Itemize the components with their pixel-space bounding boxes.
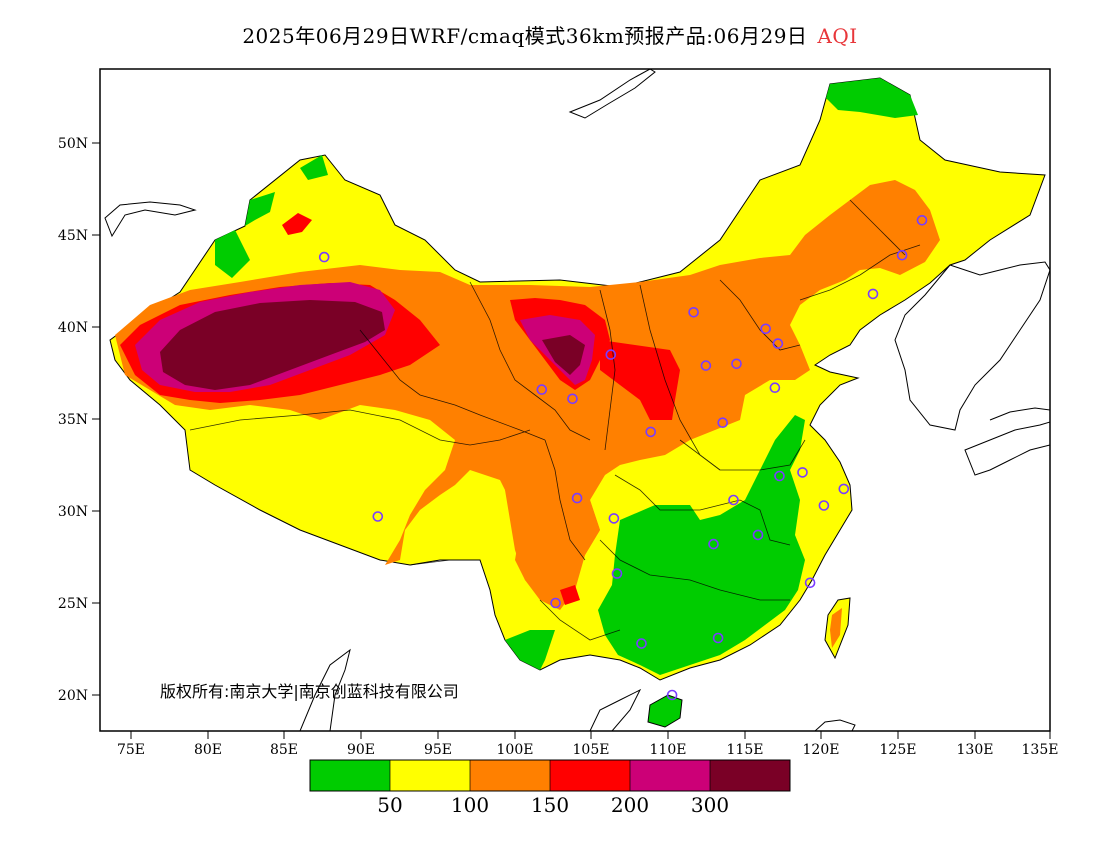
- city-marker: [700, 360, 712, 371]
- colorbar-swatch: [550, 760, 630, 791]
- lat-tick-label: 50N: [58, 136, 88, 152]
- foreign-coastlines: [104, 69, 1050, 731]
- city-marker: [567, 393, 578, 405]
- colorbar-swatch: [390, 760, 470, 791]
- colorbar-swatch: [310, 760, 390, 791]
- lon-tick-label: 130E: [957, 742, 994, 758]
- city-markers: [318, 215, 928, 701]
- map-frame: [99, 68, 1051, 732]
- aqi-field: [104, 69, 1050, 731]
- colorbar-label: 100: [451, 793, 489, 817]
- city-marker: [636, 638, 647, 649]
- title-main: 2025年06月29日WRF/cmaq模式36km预报产品:06月29日: [242, 24, 808, 48]
- lon-tick-label: 90E: [347, 742, 375, 758]
- city-marker: [688, 306, 699, 318]
- island-hainan: [647, 694, 683, 728]
- city-marker: [717, 417, 729, 429]
- lon-tick-label: 100E: [497, 742, 534, 758]
- aqi-zone-over-300: [160, 300, 585, 390]
- city-marker: [536, 384, 548, 395]
- lon-tick-label: 105E: [573, 742, 610, 758]
- city-marker: [708, 538, 719, 550]
- colorbar-swatch: [630, 760, 710, 791]
- lon-tick-label: 95E: [424, 742, 452, 758]
- city-marker: [728, 494, 739, 506]
- city-marker: [611, 568, 623, 579]
- title-variable: AQI: [817, 24, 858, 48]
- city-marker: [896, 249, 908, 261]
- lon-tick-label: 115E: [727, 742, 764, 758]
- lat-tick-label: 40N: [58, 320, 88, 336]
- lon-tick-label: 135E: [1022, 742, 1059, 758]
- city-marker: [372, 511, 384, 522]
- lon-tick-label: 75E: [117, 742, 145, 758]
- city-marker: [571, 492, 583, 504]
- lon-tick-label: 80E: [194, 742, 222, 758]
- lon-tick-label: 110E: [650, 742, 687, 758]
- city-marker: [318, 251, 330, 263]
- city-marker: [752, 529, 764, 541]
- city-marker: [731, 358, 742, 370]
- lat-tick-label: 45N: [58, 228, 88, 244]
- copyright-text: 版权所有:南京大学|南京创蓝科技有限公司: [160, 682, 459, 701]
- city-marker: [772, 338, 784, 349]
- lon-tick-label: 125E: [880, 742, 917, 758]
- city-marker: [712, 632, 724, 644]
- colorbar-label: 150: [531, 793, 569, 817]
- city-marker: [666, 689, 678, 701]
- city-marker: [550, 597, 561, 609]
- colorbar-label: 200: [611, 793, 649, 817]
- city-marker: [916, 215, 928, 226]
- colorbar-label: 300: [691, 793, 729, 817]
- city-marker: [760, 323, 772, 335]
- lon-tick-label: 85E: [270, 742, 298, 758]
- colorbar: 50 100 150 200 300: [309, 759, 791, 817]
- map-title: 2025年06月29日WRF/cmaq模式36km预报产品:06月29日 AQI: [0, 20, 1100, 49]
- colorbar-swatch: [710, 760, 790, 791]
- city-marker: [774, 470, 785, 482]
- city-marker: [797, 467, 808, 478]
- lon-tick-label: 120E: [803, 742, 840, 758]
- city-marker: [769, 382, 781, 394]
- city-marker: [608, 513, 620, 524]
- city-marker: [867, 288, 879, 300]
- lat-tick-label: 30N: [58, 504, 88, 520]
- city-marker: [804, 577, 816, 589]
- city-marker: [838, 483, 850, 495]
- lat-tick-label: 20N: [58, 688, 88, 704]
- city-marker: [818, 500, 830, 511]
- city-marker: [605, 349, 617, 360]
- colorbar-label: 50: [377, 793, 402, 817]
- lon-axis: 75E 80E 85E 90E 95E 100E 105E 110E 115E …: [117, 731, 1059, 758]
- aqi-zone-50: [215, 78, 918, 675]
- colorbar-swatch: [470, 760, 550, 791]
- city-marker: [645, 426, 657, 438]
- lat-tick-label: 25N: [58, 596, 88, 612]
- lat-tick-label: 35N: [58, 412, 88, 428]
- lat-axis: 50N 45N 40N 35N 30N 25N 20N: [58, 136, 100, 704]
